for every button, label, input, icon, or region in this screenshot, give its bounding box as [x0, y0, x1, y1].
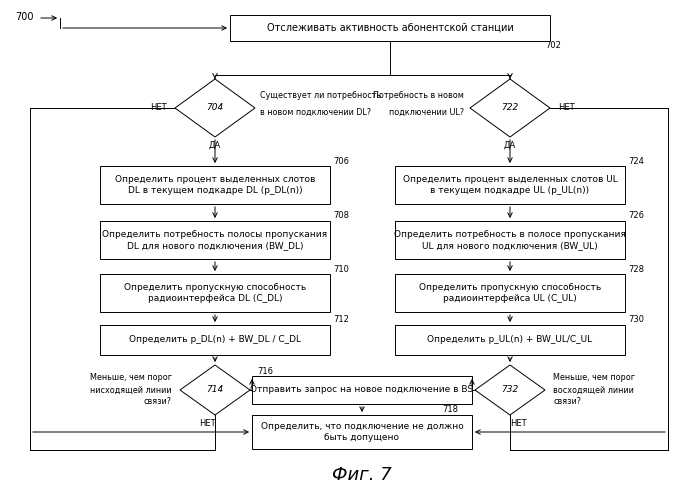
- Text: Меньше, чем порог: Меньше, чем порог: [553, 373, 635, 382]
- FancyBboxPatch shape: [395, 166, 625, 204]
- Text: ДА: ДА: [209, 141, 221, 150]
- Text: Определить процент выделенных слотов UL
в текущем подкадре UL (p_UL(n)): Определить процент выделенных слотов UL …: [403, 175, 617, 195]
- FancyBboxPatch shape: [395, 221, 625, 259]
- FancyBboxPatch shape: [395, 325, 625, 355]
- Text: НЕТ: НЕТ: [558, 103, 575, 113]
- Text: 702: 702: [545, 41, 561, 51]
- Text: 706: 706: [333, 156, 349, 165]
- Text: 722: 722: [501, 103, 519, 113]
- Polygon shape: [175, 79, 255, 137]
- FancyBboxPatch shape: [100, 221, 330, 259]
- Text: связи?: связи?: [553, 398, 581, 406]
- FancyBboxPatch shape: [230, 15, 550, 41]
- Text: Отслеживать активность абонентской станции: Отслеживать активность абонентской станц…: [266, 23, 513, 33]
- Text: НЕТ: НЕТ: [510, 419, 526, 428]
- Text: 732: 732: [501, 386, 519, 395]
- Text: 716: 716: [257, 367, 273, 375]
- Text: 710: 710: [333, 265, 349, 274]
- Text: ДА: ДА: [258, 386, 271, 395]
- Text: Определить пропускную способность
радиоинтерфейса DL (C_DL): Определить пропускную способность радиои…: [124, 283, 306, 303]
- Text: 724: 724: [628, 156, 644, 165]
- Text: ДА: ДА: [504, 141, 516, 150]
- Text: Определить p_UL(n) + BW_UL/C_UL: Определить p_UL(n) + BW_UL/C_UL: [427, 336, 593, 344]
- FancyBboxPatch shape: [100, 325, 330, 355]
- Text: Потребность в новом: Потребность в новом: [373, 92, 464, 100]
- FancyBboxPatch shape: [395, 274, 625, 312]
- Polygon shape: [180, 365, 250, 415]
- Text: Определить потребность полосы пропускания
DL для нового подключения (BW_DL): Определить потребность полосы пропускани…: [103, 230, 328, 250]
- Text: 730: 730: [628, 315, 644, 325]
- Text: НЕТ: НЕТ: [199, 419, 215, 428]
- Text: Определить пропускную способность
радиоинтерфейса UL (C_UL): Определить пропускную способность радиои…: [419, 283, 601, 303]
- Text: 728: 728: [628, 265, 644, 274]
- Text: НЕТ: НЕТ: [150, 103, 167, 113]
- FancyBboxPatch shape: [252, 415, 472, 449]
- Text: Определить p_DL(n) + BW_DL / C_DL: Определить p_DL(n) + BW_DL / C_DL: [129, 336, 301, 344]
- Text: Фиг. 7: Фиг. 7: [332, 466, 392, 484]
- Text: Существует ли потребность: Существует ли потребность: [260, 92, 381, 100]
- Text: 708: 708: [333, 212, 349, 220]
- Text: Отправить запрос на новое подключение в BS: Отправить запрос на новое подключение в …: [250, 386, 473, 395]
- Text: 714: 714: [206, 386, 224, 395]
- Text: 712: 712: [333, 315, 349, 325]
- FancyBboxPatch shape: [100, 166, 330, 204]
- Text: 704: 704: [206, 103, 224, 113]
- Text: ДА: ДА: [455, 386, 467, 395]
- Text: Определить процент выделенных слотов
DL в текущем подкадре DL (p_DL(n)): Определить процент выделенных слотов DL …: [115, 175, 315, 195]
- FancyBboxPatch shape: [252, 376, 472, 404]
- Text: 718: 718: [442, 405, 458, 414]
- Text: связи?: связи?: [144, 398, 172, 406]
- Text: нисходящей линии: нисходящей линии: [90, 386, 172, 395]
- Text: 700: 700: [15, 12, 34, 22]
- Text: Определить потребность в полосе пропускания
UL для нового подключения (BW_UL): Определить потребность в полосе пропуска…: [394, 230, 626, 250]
- Text: Меньше, чем порог: Меньше, чем порог: [90, 373, 172, 382]
- Text: восходящей линии: восходящей линии: [553, 386, 634, 395]
- Polygon shape: [475, 365, 545, 415]
- Text: 726: 726: [628, 212, 644, 220]
- Text: Определить, что подключение не должно
быть допущено: Определить, что подключение не должно бы…: [261, 422, 463, 442]
- Text: в новом подключении DL?: в новом подключении DL?: [260, 107, 371, 117]
- Text: подключении UL?: подключении UL?: [389, 107, 464, 117]
- Polygon shape: [470, 79, 550, 137]
- FancyBboxPatch shape: [100, 274, 330, 312]
